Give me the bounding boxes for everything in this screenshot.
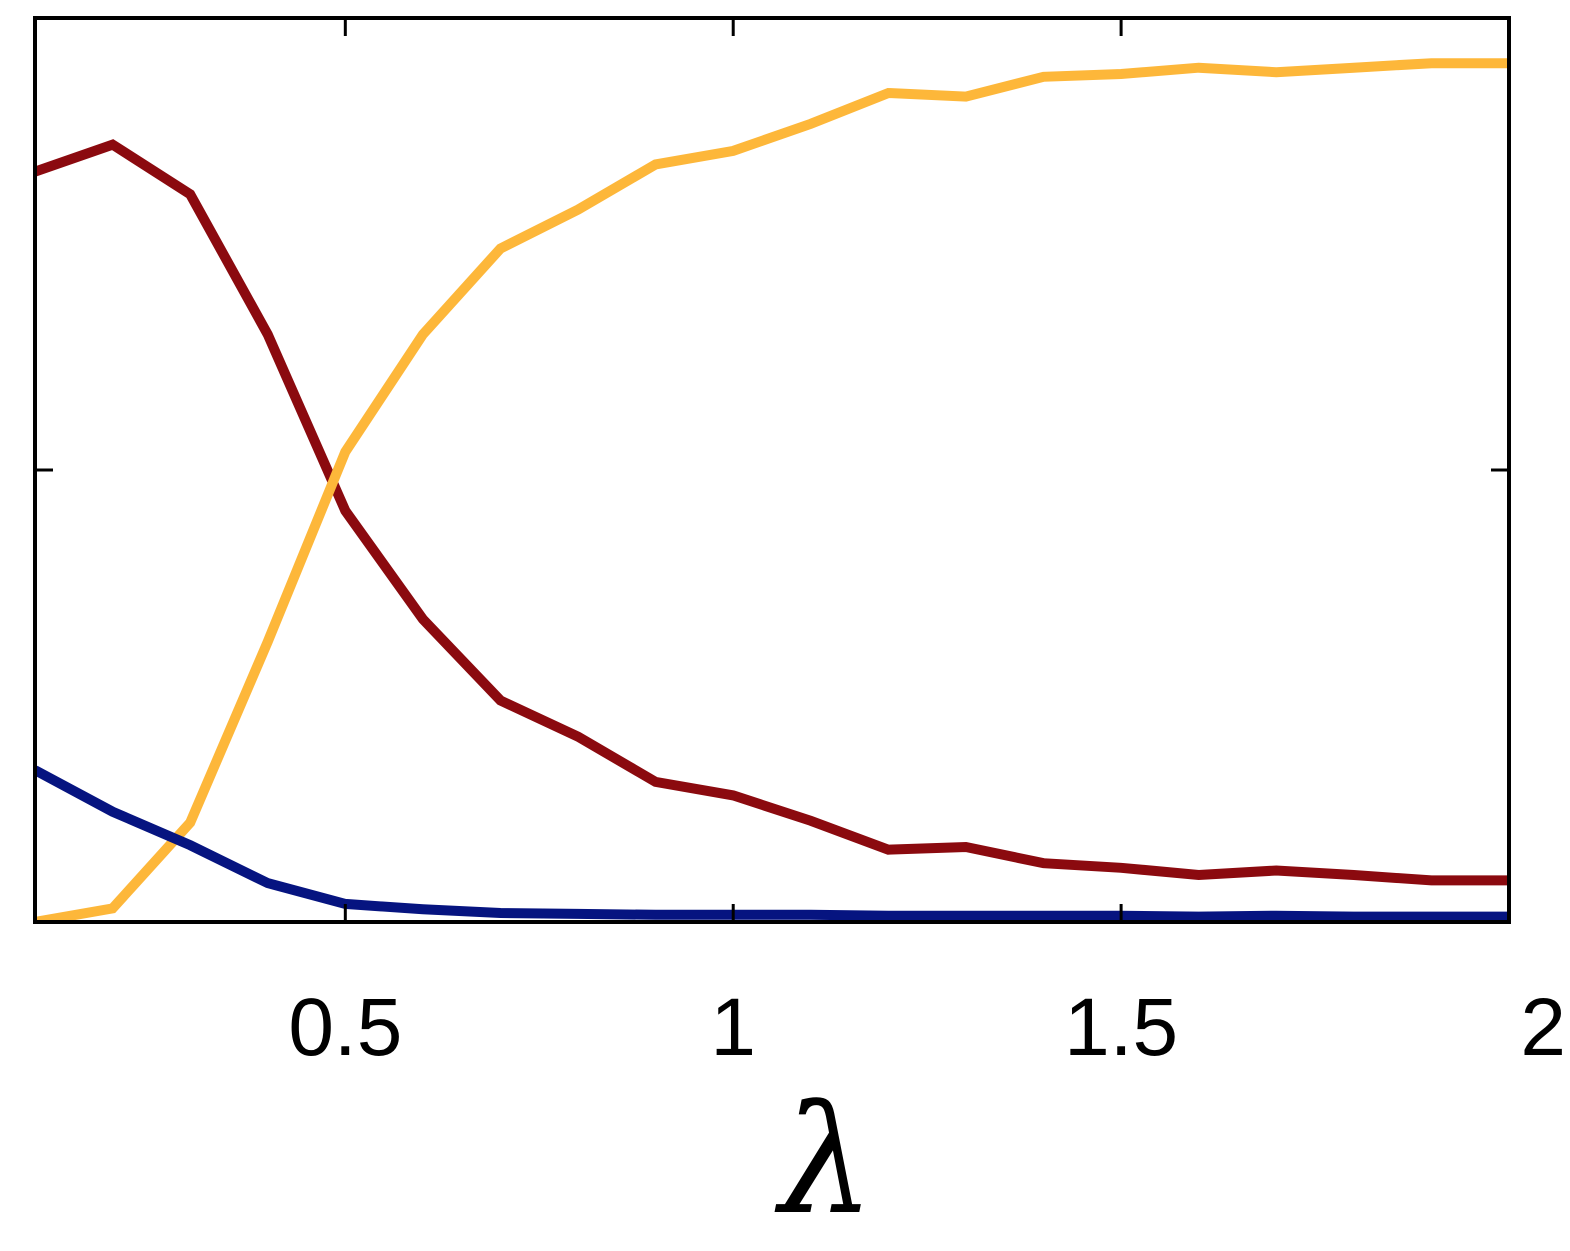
x-tick-label: 1.5 xyxy=(1064,982,1178,1073)
series-layer xyxy=(35,58,1509,922)
series-line-2 xyxy=(35,58,1509,922)
x-tick-label: 1 xyxy=(710,982,756,1073)
plot-frame xyxy=(33,16,1511,924)
series-line-3 xyxy=(35,765,1509,922)
x-axis-title: λ xyxy=(774,1074,874,1248)
x-tick-label: 2 xyxy=(1520,982,1566,1073)
x-tick-label: 0.5 xyxy=(288,982,402,1073)
series-line-1 xyxy=(35,139,1509,886)
tick-layer: 0.5 1 1.5 2 xyxy=(35,18,1566,1073)
